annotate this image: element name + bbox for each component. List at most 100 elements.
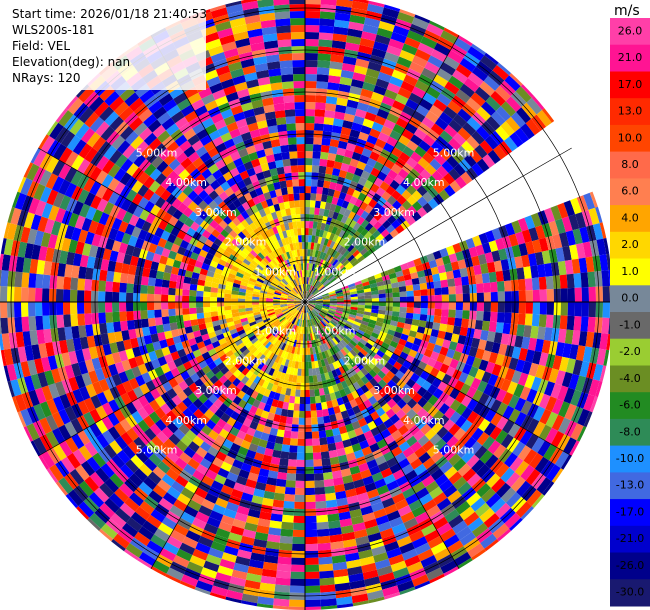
velocity-gate bbox=[174, 252, 184, 262]
velocity-gate bbox=[289, 281, 295, 288]
velocity-gate bbox=[195, 446, 208, 458]
velocity-gate bbox=[219, 242, 229, 251]
velocity-gate bbox=[346, 559, 362, 569]
velocity-gate bbox=[530, 325, 539, 339]
velocity-gate bbox=[239, 239, 248, 248]
velocity-gate bbox=[238, 469, 250, 479]
velocity-gate bbox=[332, 384, 339, 393]
velocity-gate bbox=[127, 149, 141, 163]
velocity-gate bbox=[481, 488, 496, 503]
velocity-gate bbox=[183, 128, 197, 141]
velocity-gate bbox=[313, 242, 318, 251]
velocity-gate bbox=[340, 348, 348, 357]
velocity-gate bbox=[247, 283, 255, 289]
velocity-gate bbox=[183, 174, 195, 186]
velocity-gate bbox=[125, 189, 138, 202]
velocity-gate bbox=[350, 291, 358, 295]
velocity-gate bbox=[235, 326, 244, 333]
velocity-gate bbox=[510, 279, 519, 292]
velocity-gate bbox=[162, 323, 171, 332]
velocity-gate bbox=[579, 361, 590, 378]
velocity-gate bbox=[504, 75, 521, 92]
velocity-gate bbox=[133, 319, 142, 329]
velocity-gate bbox=[42, 274, 51, 289]
velocity-gate bbox=[171, 110, 185, 124]
velocity-gate bbox=[575, 375, 587, 392]
velocity-gate bbox=[57, 222, 69, 238]
velocity-gate bbox=[544, 263, 553, 277]
velocity-gate bbox=[461, 449, 475, 464]
velocity-gate bbox=[296, 333, 300, 341]
velocity-gate bbox=[425, 275, 434, 283]
velocity-gate bbox=[192, 157, 204, 169]
velocity-gate bbox=[130, 511, 147, 527]
velocity-gate bbox=[422, 499, 437, 512]
velocity-gate bbox=[203, 311, 212, 318]
velocity-gate bbox=[245, 115, 257, 126]
velocity-gate bbox=[282, 437, 291, 446]
velocity-gate bbox=[315, 339, 320, 347]
velocity-gate bbox=[351, 390, 360, 400]
velocity-gate bbox=[340, 316, 348, 321]
velocity-gate bbox=[326, 506, 339, 515]
velocity-gate bbox=[158, 373, 169, 385]
velocity-gate bbox=[111, 240, 122, 252]
velocity-gate bbox=[249, 129, 261, 139]
velocity-gate bbox=[349, 349, 358, 357]
velocity-gate bbox=[387, 389, 397, 399]
velocity-gate bbox=[402, 146, 415, 158]
velocity-gate bbox=[365, 525, 380, 536]
velocity-gate bbox=[45, 247, 55, 262]
velocity-gate bbox=[220, 229, 230, 238]
velocity-gate bbox=[137, 407, 149, 420]
velocity-gate bbox=[254, 211, 262, 220]
velocity-gate bbox=[514, 460, 530, 477]
velocity-gate bbox=[236, 243, 245, 251]
velocity-gate bbox=[334, 154, 345, 163]
velocity-gate bbox=[525, 118, 541, 136]
velocity-gate bbox=[166, 450, 180, 463]
velocity-gate bbox=[228, 401, 238, 411]
velocity-gate bbox=[294, 286, 299, 294]
velocity-gate bbox=[293, 228, 298, 236]
velocity-gate bbox=[417, 42, 434, 56]
velocity-gate bbox=[249, 222, 258, 231]
velocity-gate bbox=[178, 169, 190, 181]
velocity-gate bbox=[335, 5, 352, 15]
velocity-gate bbox=[455, 176, 467, 189]
velocity-gate bbox=[267, 125, 279, 134]
velocity-gate bbox=[297, 312, 302, 319]
velocity-gate bbox=[182, 295, 190, 302]
velocity-gate bbox=[357, 329, 365, 336]
velocity-gate bbox=[327, 152, 337, 162]
velocity-gate bbox=[582, 346, 593, 363]
velocity-gate bbox=[500, 487, 517, 503]
velocity-gate bbox=[0, 317, 9, 334]
velocity-gate bbox=[484, 396, 496, 409]
velocity-gate bbox=[247, 472, 259, 482]
velocity-gate bbox=[331, 196, 339, 205]
velocity-gate bbox=[315, 193, 323, 202]
velocity-gate bbox=[70, 277, 79, 291]
velocity-gate bbox=[251, 49, 266, 59]
velocity-gate bbox=[238, 95, 252, 106]
velocity-gate bbox=[152, 560, 170, 574]
velocity-gate bbox=[296, 294, 303, 300]
velocity-gate bbox=[274, 110, 286, 119]
velocity-gate bbox=[423, 29, 441, 43]
velocity-gate bbox=[122, 211, 133, 224]
velocity-gate bbox=[378, 305, 386, 311]
velocity-gate bbox=[305, 32, 320, 40]
velocity-gate bbox=[396, 356, 406, 366]
velocity-gate bbox=[125, 402, 138, 415]
velocity-gate bbox=[273, 305, 281, 309]
velocity-gate bbox=[261, 285, 269, 290]
velocity-gate bbox=[272, 346, 279, 354]
velocity-gate bbox=[227, 374, 237, 383]
velocity-gate bbox=[377, 334, 386, 342]
velocity-gate bbox=[380, 327, 389, 334]
velocity-gate bbox=[255, 408, 264, 417]
velocity-gate bbox=[146, 540, 163, 554]
velocity-gate bbox=[236, 44, 252, 55]
velocity-gate bbox=[71, 154, 85, 171]
